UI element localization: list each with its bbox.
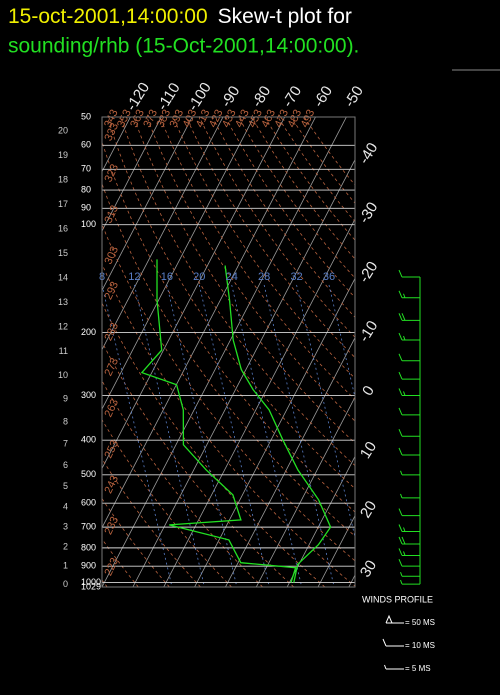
pressure-label: 60 xyxy=(81,140,91,150)
legend-label: = 10 MS xyxy=(405,641,435,650)
height-label: 2 xyxy=(63,541,68,551)
pressure-label: 300 xyxy=(81,390,96,400)
height-label: 10 xyxy=(58,370,68,380)
pressure-label: 500 xyxy=(81,469,96,479)
height-label: 11 xyxy=(59,346,68,356)
height-label: 16 xyxy=(58,223,68,233)
blue-label: 16 xyxy=(161,271,173,283)
pressure-label: 50 xyxy=(81,111,91,121)
blue-label: 32 xyxy=(290,271,302,283)
chart-title: Skew-t plot for xyxy=(218,5,352,28)
pressure-label: 700 xyxy=(81,522,96,532)
height-label: 4 xyxy=(63,502,68,512)
blue-label: 20 xyxy=(193,271,205,283)
height-label: 1 xyxy=(63,560,68,570)
pressure-label: 80 xyxy=(81,184,91,194)
pressure-label: 90 xyxy=(81,203,91,213)
height-label: 14 xyxy=(58,273,68,283)
pressure-label: 800 xyxy=(81,542,96,552)
pressure-label: 70 xyxy=(81,164,91,174)
height-label: 17 xyxy=(58,199,68,209)
height-label: 13 xyxy=(58,297,68,307)
blue-label: 12 xyxy=(128,271,140,283)
height-label: 9 xyxy=(63,394,68,404)
pressure-label: 900 xyxy=(81,561,96,571)
pressure-label: 400 xyxy=(81,435,96,445)
height-label: 19 xyxy=(58,150,68,160)
title-line: 15-oct-2001,14:00:00 Skew-t plot for xyxy=(8,5,352,28)
blue-label: 36 xyxy=(323,271,335,283)
blue-label: 28 xyxy=(258,271,270,283)
height-label: 8 xyxy=(63,416,68,426)
height-label: 18 xyxy=(58,174,68,184)
blue-label: 24 xyxy=(226,271,238,283)
height-label: 3 xyxy=(63,522,68,532)
height-label: 7 xyxy=(63,439,68,449)
height-label: 5 xyxy=(63,481,68,491)
height-label: 12 xyxy=(58,322,68,332)
pressure-label: 200 xyxy=(81,327,96,337)
legend-label: = 50 MS xyxy=(405,618,435,627)
pressure-label: 100 xyxy=(81,219,96,229)
wind-title: WINDS PROFILE xyxy=(362,594,433,604)
legend-label: = 5 MS xyxy=(405,664,431,673)
height-label: 0 xyxy=(63,579,68,589)
title-time: 15-oct-2001,14:00:00 xyxy=(8,5,208,28)
height-label: 15 xyxy=(58,248,68,258)
pressure-label: 1029 xyxy=(81,581,101,591)
pressure-label: 600 xyxy=(81,498,96,508)
chart-subtitle: sounding/rhb (15-Oct-2001,14:00:00). xyxy=(8,35,359,58)
height-label: 6 xyxy=(63,460,68,470)
height-label: 20 xyxy=(58,125,68,135)
